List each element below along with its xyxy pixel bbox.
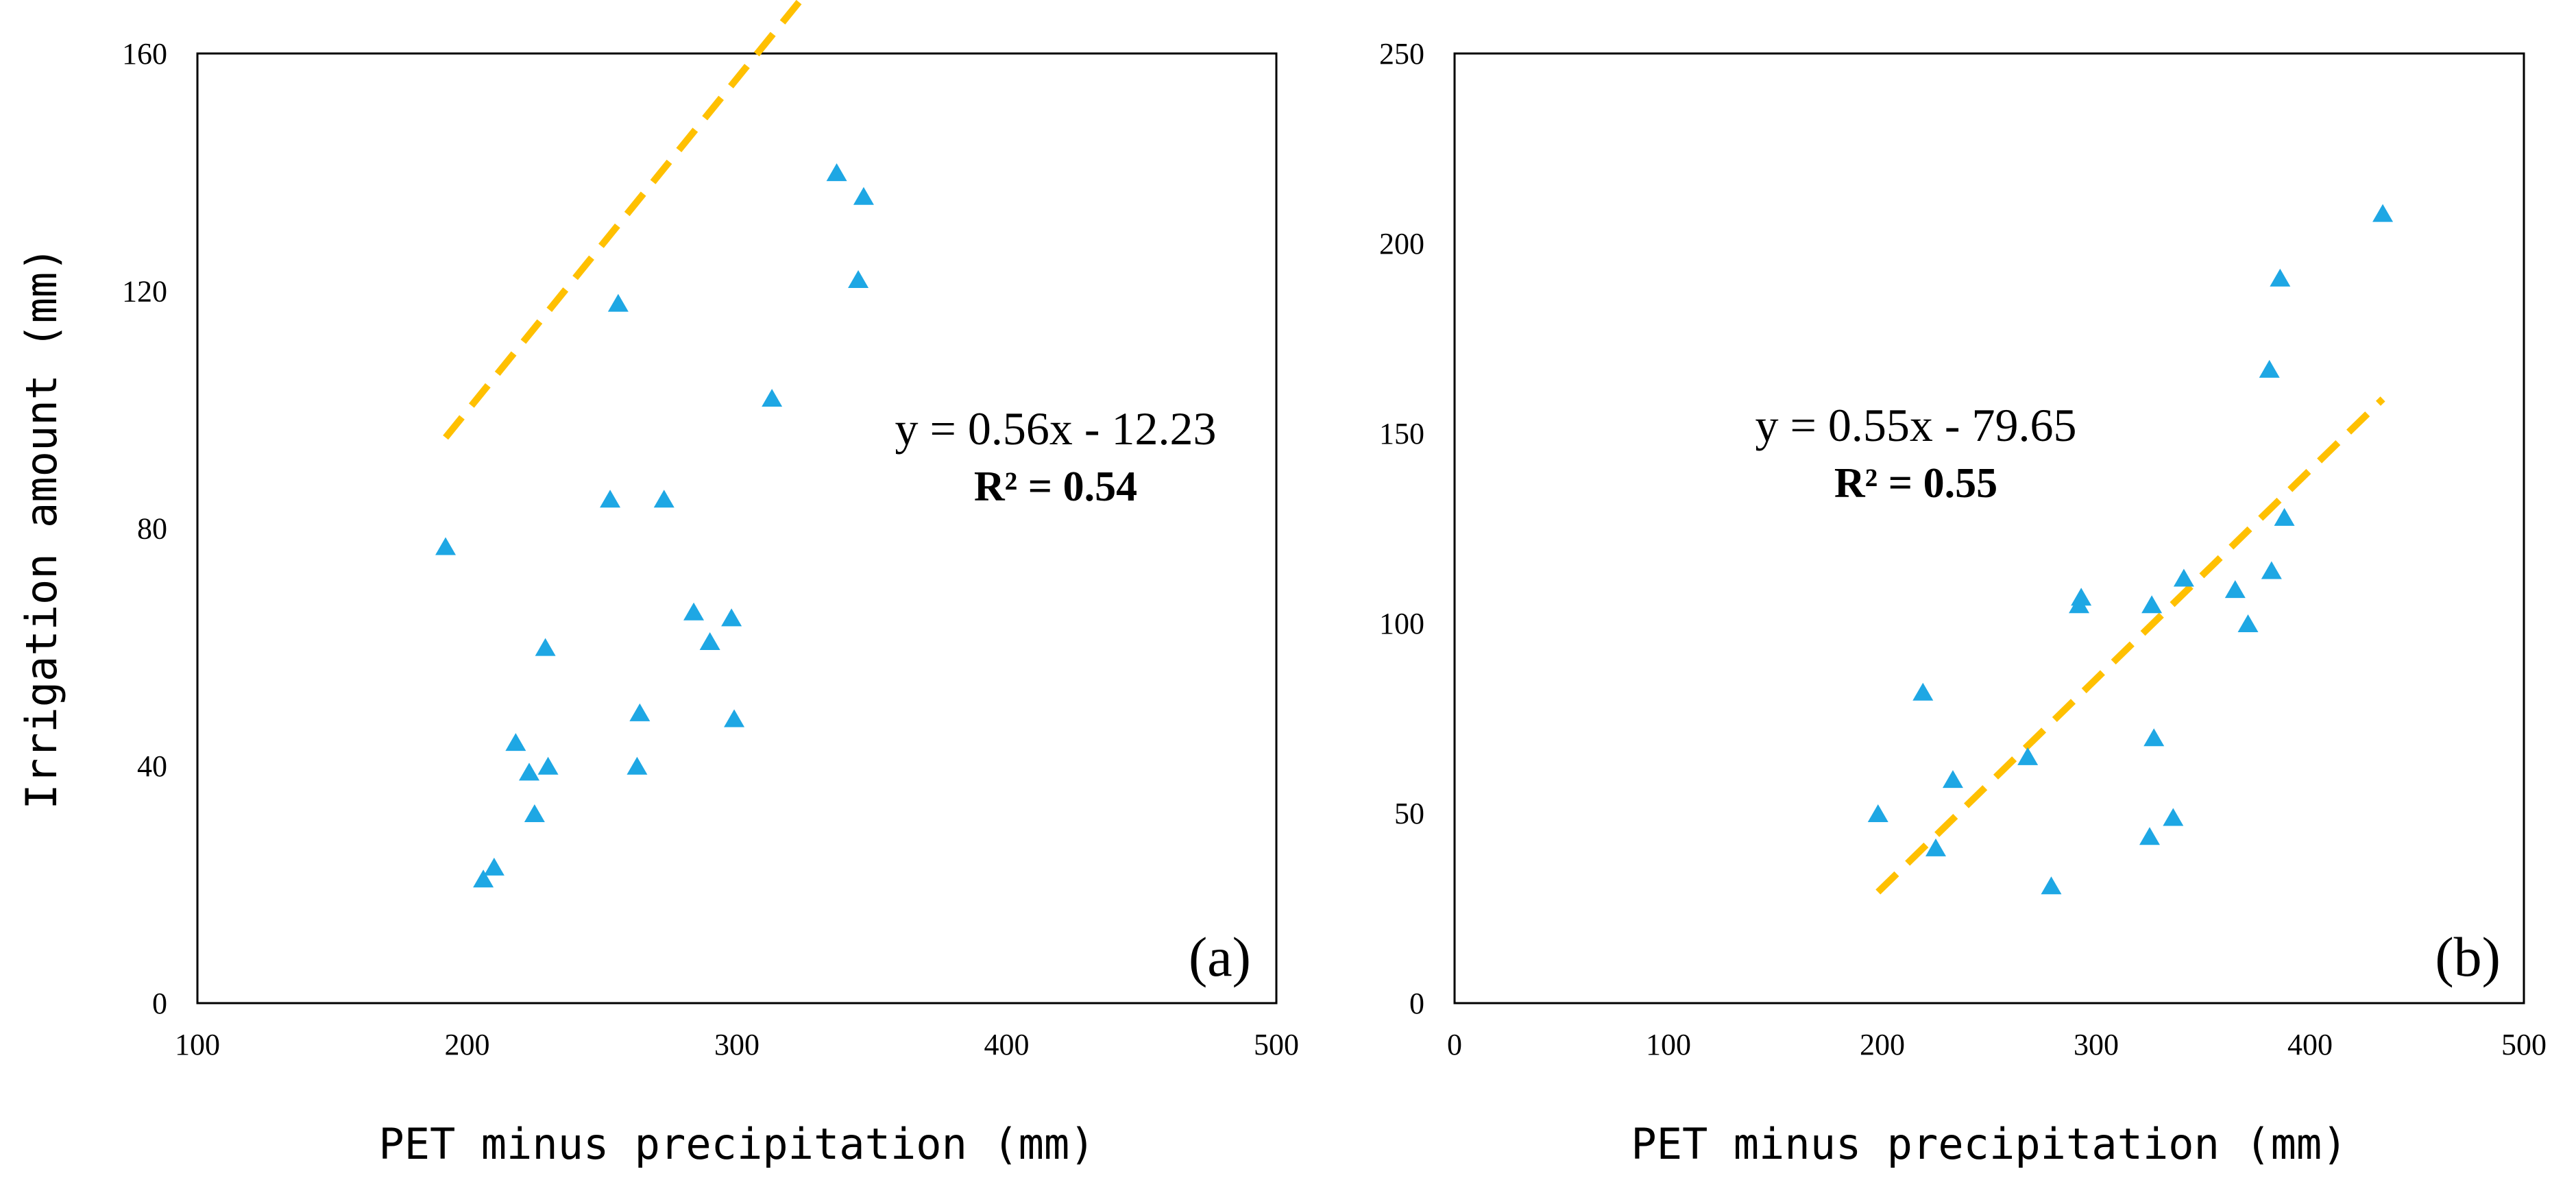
y-axis-tick-labels: 0 40 80 120 160 (122, 37, 167, 1020)
y-tick-label: 40 (137, 749, 167, 783)
y-tick-label: 160 (122, 37, 167, 71)
data-point-triangle (2274, 507, 2295, 526)
data-point-triangle (699, 631, 720, 650)
trendline (443, 0, 805, 440)
r-squared-label: R² = 0.55 (1834, 460, 1997, 507)
y-axis-title: Irrigation amount (mm) (16, 246, 66, 809)
data-point-triangle (505, 733, 526, 751)
y-tick-label: 200 (1379, 227, 1424, 261)
y-axis-tick-labels: 0 50 100 150 200 250 (1379, 37, 1424, 1020)
data-point-triangle (2143, 728, 2165, 747)
data-point-triangle (2041, 876, 2062, 895)
panel-label: (a) (1189, 926, 1251, 988)
data-point-triangle (2173, 568, 2194, 587)
x-tick-label: 200 (1860, 1028, 1905, 1061)
chart-panel-a: 100 200 300 400 500 0 40 80 120 160 y = 0.56x - … (16, 0, 1299, 1169)
r-squared-label: R² = 0.54 (974, 464, 1137, 510)
data-point-triangle (683, 602, 705, 621)
data-point-triangle (724, 709, 745, 727)
data-point-triangle (2017, 747, 2039, 765)
x-tick-label: 400 (2287, 1028, 2333, 1061)
data-point-triangle (1942, 770, 1963, 789)
trendline (1875, 396, 2385, 895)
x-tick-label: 500 (2501, 1028, 2547, 1061)
trendline-equation: y = 0.55x - 79.65 (1755, 399, 2077, 451)
data-point-triangle (627, 756, 648, 775)
y-tick-label: 120 (122, 274, 167, 308)
data-point-triangle (2071, 588, 2092, 606)
x-axis-title: PET minus precipitation (mm) (1631, 1119, 2347, 1169)
plot-area-frame (1453, 52, 2525, 1004)
trendline-segment (1875, 396, 2385, 895)
x-axis-tick-labels: 0 100 200 300 400 500 (1447, 1028, 2547, 1061)
data-point-triangle (524, 804, 545, 822)
data-point-triangle (2270, 268, 2291, 287)
data-point-triangle (848, 269, 869, 288)
x-tick-label: 300 (2074, 1028, 2119, 1061)
y-tick-label: 50 (1394, 797, 1424, 830)
data-point-triangle (535, 638, 556, 656)
x-tick-label: 100 (1646, 1028, 1691, 1061)
trendline-segment (443, 0, 805, 440)
data-point-triangle (653, 490, 675, 508)
chart-panel-b: 0 100 200 300 400 500 0 50 100 150 200 250 y = 0.5… (1379, 37, 2547, 1169)
data-point-triangle (2163, 808, 2184, 826)
data-points (1867, 204, 2394, 895)
panel-label: (b) (2435, 926, 2501, 988)
data-point-triangle (1912, 682, 1934, 701)
x-tick-label: 300 (714, 1028, 760, 1061)
x-tick-label: 0 (1447, 1028, 1462, 1061)
data-point-triangle (1925, 838, 1946, 856)
x-axis-title: PET minus precipitation (mm) (378, 1119, 1095, 1169)
y-tick-label: 150 (1379, 417, 1424, 450)
data-point-triangle (1867, 804, 1888, 822)
plot-area-frame (196, 52, 1278, 1004)
data-point-triangle (473, 869, 494, 888)
y-tick-label: 80 (137, 512, 167, 546)
data-point-triangle (537, 756, 559, 775)
x-axis-tick-labels: 100 200 300 400 500 (175, 1028, 1299, 1061)
y-tick-label: 0 (152, 987, 167, 1020)
data-point-triangle (2139, 827, 2160, 845)
data-point-triangle (483, 857, 505, 876)
data-point-triangle (435, 537, 457, 555)
data-point-triangle (2141, 595, 2163, 614)
data-points (435, 163, 874, 888)
x-tick-label: 400 (984, 1028, 1030, 1061)
data-point-triangle (519, 762, 540, 781)
y-tick-label: 0 (1409, 987, 1424, 1020)
data-point-triangle (2261, 561, 2282, 579)
data-point-triangle (826, 163, 847, 182)
data-point-triangle (600, 490, 621, 508)
data-point-triangle (853, 187, 874, 205)
data-point-triangle (2237, 614, 2259, 632)
data-point-triangle (607, 293, 629, 312)
y-tick-label: 250 (1379, 37, 1424, 71)
trendline-equation: y = 0.56x - 12.23 (895, 402, 1217, 455)
data-point-triangle (2372, 204, 2394, 222)
data-point-triangle (2259, 359, 2280, 378)
data-point-triangle (2224, 580, 2246, 599)
data-point-triangle (629, 703, 651, 721)
data-point-triangle (762, 389, 783, 407)
x-tick-label: 200 (445, 1028, 490, 1061)
x-tick-label: 500 (1254, 1028, 1299, 1061)
y-tick-label: 100 (1379, 607, 1424, 640)
data-point-triangle (721, 608, 742, 627)
x-tick-label: 100 (175, 1028, 220, 1061)
